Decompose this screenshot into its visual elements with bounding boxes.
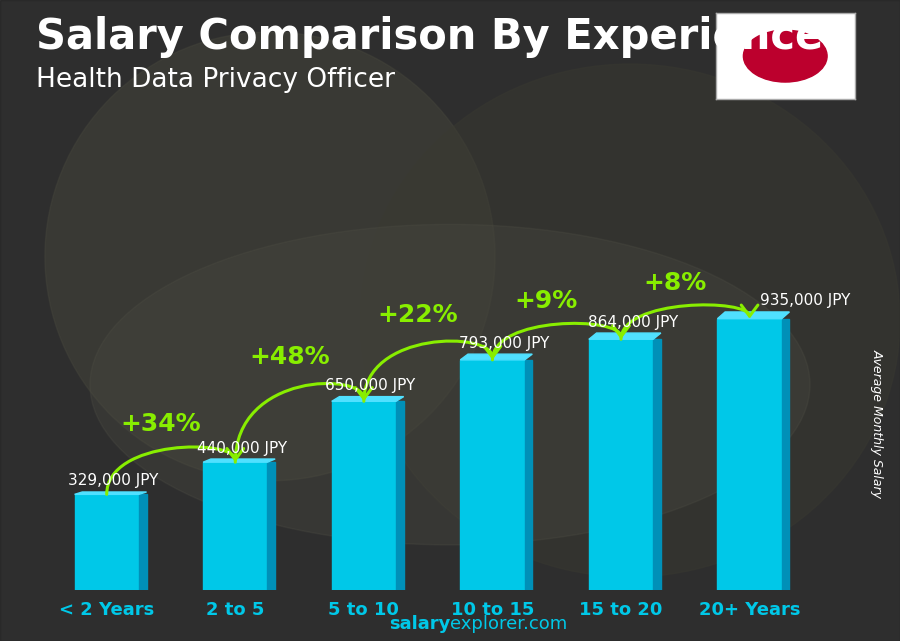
Circle shape	[743, 30, 827, 82]
Polygon shape	[203, 459, 275, 462]
Bar	[203, 462, 267, 590]
Text: +8%: +8%	[644, 271, 706, 295]
Text: 650,000 JPY: 650,000 JPY	[325, 378, 416, 393]
Text: +9%: +9%	[515, 288, 578, 313]
Polygon shape	[653, 339, 661, 590]
Polygon shape	[589, 333, 661, 339]
Text: +48%: +48%	[249, 345, 329, 369]
Polygon shape	[332, 397, 404, 401]
FancyArrowPatch shape	[492, 323, 629, 360]
Text: 864,000 JPY: 864,000 JPY	[588, 315, 678, 329]
FancyArrowPatch shape	[621, 305, 758, 339]
Text: Health Data Privacy Officer: Health Data Privacy Officer	[36, 67, 395, 94]
Ellipse shape	[45, 32, 495, 481]
Text: Salary Comparison By Experience: Salary Comparison By Experience	[36, 16, 824, 58]
Text: explorer.com: explorer.com	[450, 615, 567, 633]
Text: 440,000 JPY: 440,000 JPY	[197, 440, 287, 456]
Bar	[589, 339, 653, 590]
Polygon shape	[525, 360, 532, 590]
Ellipse shape	[360, 64, 900, 577]
Bar	[717, 319, 782, 590]
Bar	[332, 401, 396, 590]
Polygon shape	[460, 354, 532, 360]
Bar	[75, 494, 139, 590]
Text: +22%: +22%	[377, 303, 458, 328]
Text: salary: salary	[389, 615, 450, 633]
FancyArrowPatch shape	[235, 383, 373, 462]
Text: 793,000 JPY: 793,000 JPY	[459, 336, 549, 351]
Polygon shape	[139, 494, 147, 590]
Polygon shape	[75, 492, 147, 494]
Text: 329,000 JPY: 329,000 JPY	[68, 474, 158, 488]
FancyArrowPatch shape	[364, 341, 500, 401]
Text: 935,000 JPY: 935,000 JPY	[760, 294, 850, 308]
Polygon shape	[717, 312, 789, 319]
Polygon shape	[396, 401, 404, 590]
Bar	[460, 360, 525, 590]
Ellipse shape	[90, 224, 810, 545]
Polygon shape	[782, 319, 789, 590]
Text: Average Monthly Salary: Average Monthly Salary	[871, 349, 884, 497]
Polygon shape	[267, 462, 275, 590]
FancyArrowPatch shape	[107, 447, 244, 494]
Text: +34%: +34%	[121, 412, 201, 435]
